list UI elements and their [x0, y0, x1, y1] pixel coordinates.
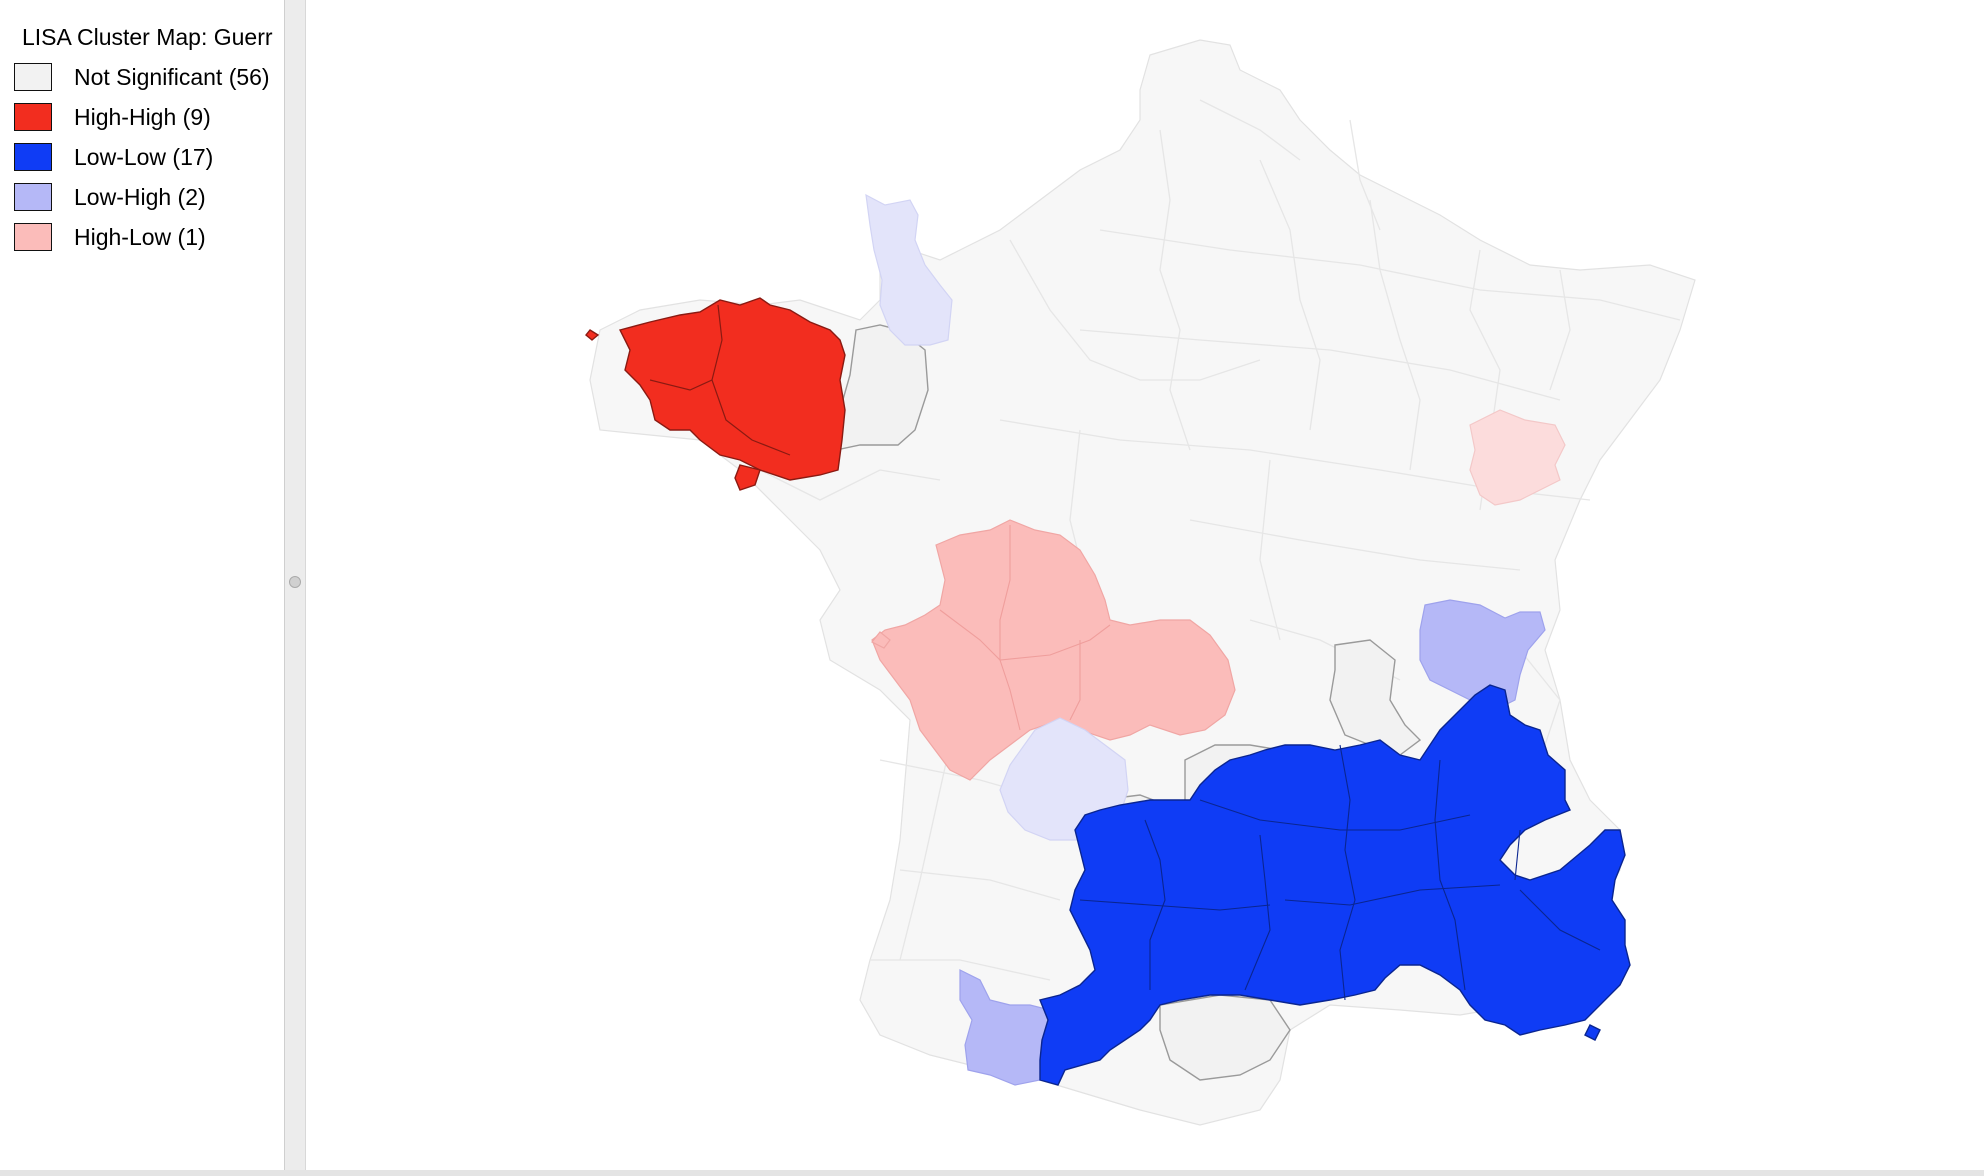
legend-swatch-low-high: [14, 183, 52, 211]
legend-label-not-significant: Not Significant (56): [74, 63, 270, 90]
map-region-high-high: [585, 329, 600, 341]
map-region-low-high: [865, 193, 953, 346]
legend-item-low-high[interactable]: Low-High (2): [14, 181, 206, 213]
map-region-low-low: [1039, 684, 1631, 1086]
legend-item-high-low[interactable]: High-Low (1): [14, 221, 206, 253]
map-region-not-significant: [1159, 994, 1291, 1081]
legend-item-high-high[interactable]: High-High (9): [14, 101, 211, 133]
legend-panel: LISA Cluster Map: Guerr Not Significant …: [0, 0, 285, 1170]
map-region-low-high: [1419, 599, 1546, 711]
legend-swatch-high-high: [14, 103, 52, 131]
status-bar: [0, 1170, 1984, 1176]
legend-label-low-low: Low-Low (17): [74, 143, 214, 170]
france-map: [585, 39, 1696, 1126]
legend-title: LISA Cluster Map: Guerr: [22, 24, 273, 50]
map-region-not-significant: [1329, 639, 1422, 756]
map-region-high-low: [1469, 409, 1566, 506]
legend-item-not-significant[interactable]: Not Significant (56): [14, 61, 270, 93]
legend-swatch-not-significant: [14, 63, 52, 91]
map-region-high-high: [618, 297, 846, 481]
legend-label-high-low: High-Low (1): [74, 223, 206, 250]
panel-splitter[interactable]: [285, 0, 306, 1170]
legend-swatch-high-low: [14, 223, 52, 251]
legend-label-low-high: Low-High (2): [74, 183, 206, 210]
legend-label-high-high: High-High (9): [74, 103, 211, 130]
map-region-high-low: [871, 519, 1236, 781]
low-low-internal-borders: [1079, 744, 1601, 1001]
map-canvas[interactable]: [306, 0, 1984, 1170]
legend-swatch-low-low: [14, 143, 52, 171]
map-region-high-high: [734, 464, 761, 491]
splitter-grip-icon[interactable]: [289, 576, 301, 588]
legend-item-low-low[interactable]: Low-Low (17): [14, 141, 213, 173]
map-region-low-low: [1584, 1024, 1601, 1041]
map-region-high-low: [871, 631, 891, 649]
